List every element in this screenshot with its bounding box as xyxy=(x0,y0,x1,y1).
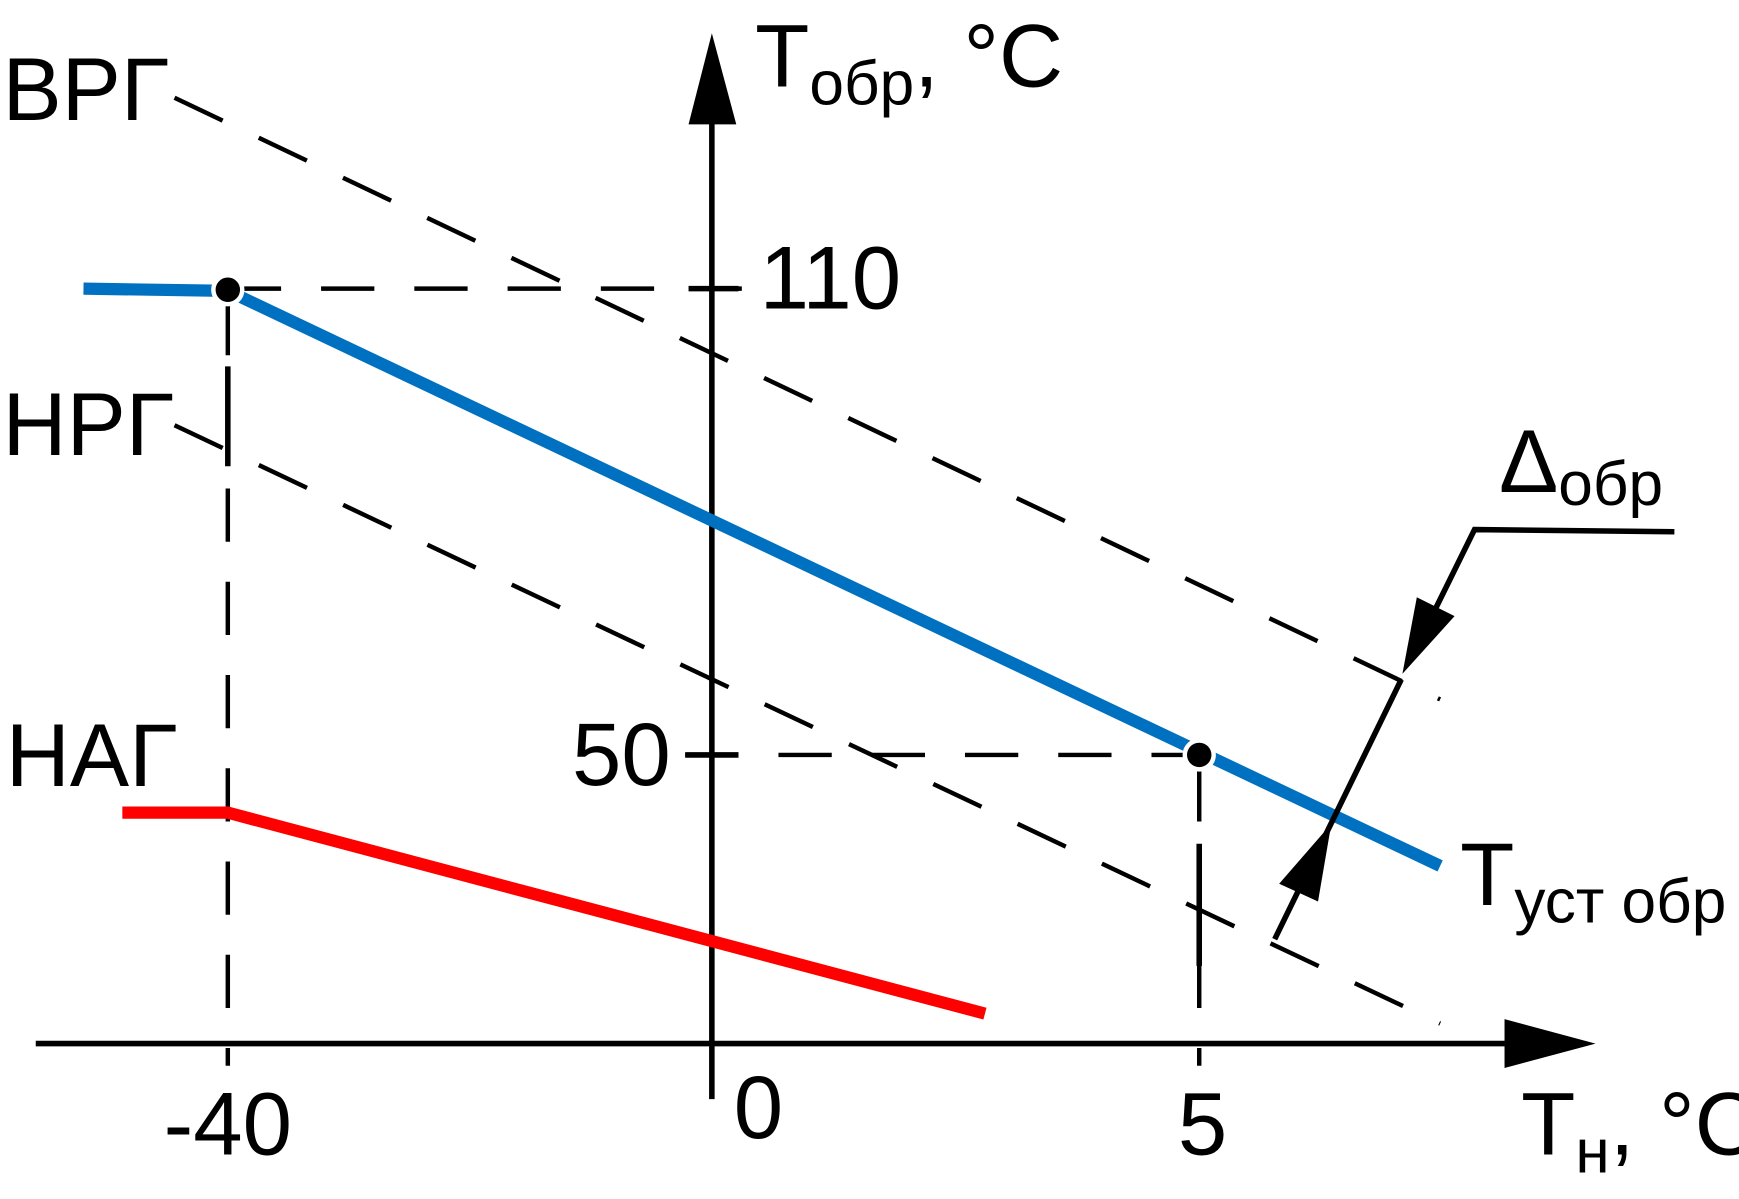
curve-label: НРГ xyxy=(2,375,173,474)
y-tick-label: 110 xyxy=(760,229,902,328)
upper-limit-line xyxy=(173,95,1442,702)
setpoint-label: Tуст обр xyxy=(1460,825,1726,937)
x-tick-label: 0 xyxy=(734,1058,783,1157)
leader-line xyxy=(1432,526,1675,612)
curve-label: ВРГ xyxy=(2,40,169,139)
x-tick-label: -40 xyxy=(164,1075,292,1174)
point xyxy=(211,273,245,307)
delta-label: Δобр xyxy=(1499,412,1663,519)
dimension-line xyxy=(1272,678,1404,941)
x-axis-arrow xyxy=(1504,1019,1596,1068)
setpoint-curve xyxy=(83,282,1443,872)
arrow xyxy=(1402,597,1455,674)
y-tick-label: 50 xyxy=(572,705,671,804)
emergency-curve xyxy=(122,806,987,1020)
x-axis-label: Tн, °C xyxy=(1521,1075,1739,1187)
y-axis-label: Tобр, °C xyxy=(755,7,1063,119)
arrow xyxy=(1279,823,1332,902)
point xyxy=(1182,738,1216,772)
lower-limit-line xyxy=(173,423,1442,1026)
curve-label: НАГ xyxy=(6,706,177,805)
x-tick-label: 5 xyxy=(1178,1075,1227,1174)
y-axis-arrow xyxy=(688,33,737,125)
